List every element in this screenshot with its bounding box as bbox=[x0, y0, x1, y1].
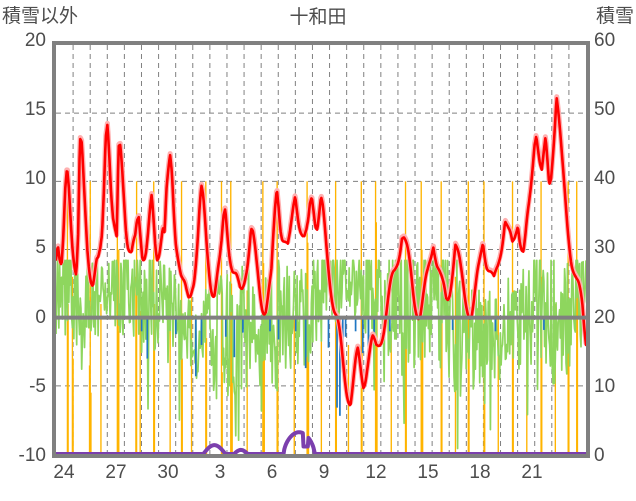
y-tick-right-6: 0 bbox=[594, 445, 605, 466]
x-tick-8: 18 bbox=[469, 462, 491, 483]
x-tick-3: 3 bbox=[214, 462, 226, 483]
y-tick-left-4: 0 bbox=[35, 307, 46, 328]
plot-area bbox=[52, 41, 590, 458]
x-tick-5: 9 bbox=[318, 462, 330, 483]
x-tick-1: 27 bbox=[105, 462, 127, 483]
y-tick-right-2: 40 bbox=[594, 168, 616, 189]
y-tick-left-6: -10 bbox=[18, 445, 46, 466]
y-tick-left-2: 10 bbox=[24, 168, 46, 189]
left-axis-title: 積雪以外 bbox=[2, 6, 79, 27]
y-tick-right-5: 10 bbox=[594, 376, 616, 397]
y-tick-left-1: 15 bbox=[24, 99, 46, 120]
x-tick-4: 6 bbox=[266, 462, 278, 483]
right-axis-title: 積雪 bbox=[595, 6, 634, 27]
x-tick-9: 21 bbox=[521, 462, 543, 483]
y-tick-left-0: 20 bbox=[24, 30, 46, 51]
y-tick-right-0: 60 bbox=[594, 30, 616, 51]
y-tick-left-3: 5 bbox=[35, 237, 46, 258]
plot-inner bbox=[56, 45, 586, 454]
y-tick-right-4: 20 bbox=[594, 307, 616, 328]
x-tick-2: 30 bbox=[157, 462, 179, 483]
x-tick-6: 12 bbox=[365, 462, 387, 483]
y-tick-right-3: 30 bbox=[594, 237, 616, 258]
chart-canvas bbox=[56, 45, 586, 454]
y-tick-right-1: 50 bbox=[594, 99, 616, 120]
y-tick-left-5: -5 bbox=[29, 376, 46, 397]
page-title: 十和田 bbox=[289, 7, 347, 28]
x-tick-0: 24 bbox=[53, 462, 75, 483]
x-tick-7: 15 bbox=[417, 462, 439, 483]
